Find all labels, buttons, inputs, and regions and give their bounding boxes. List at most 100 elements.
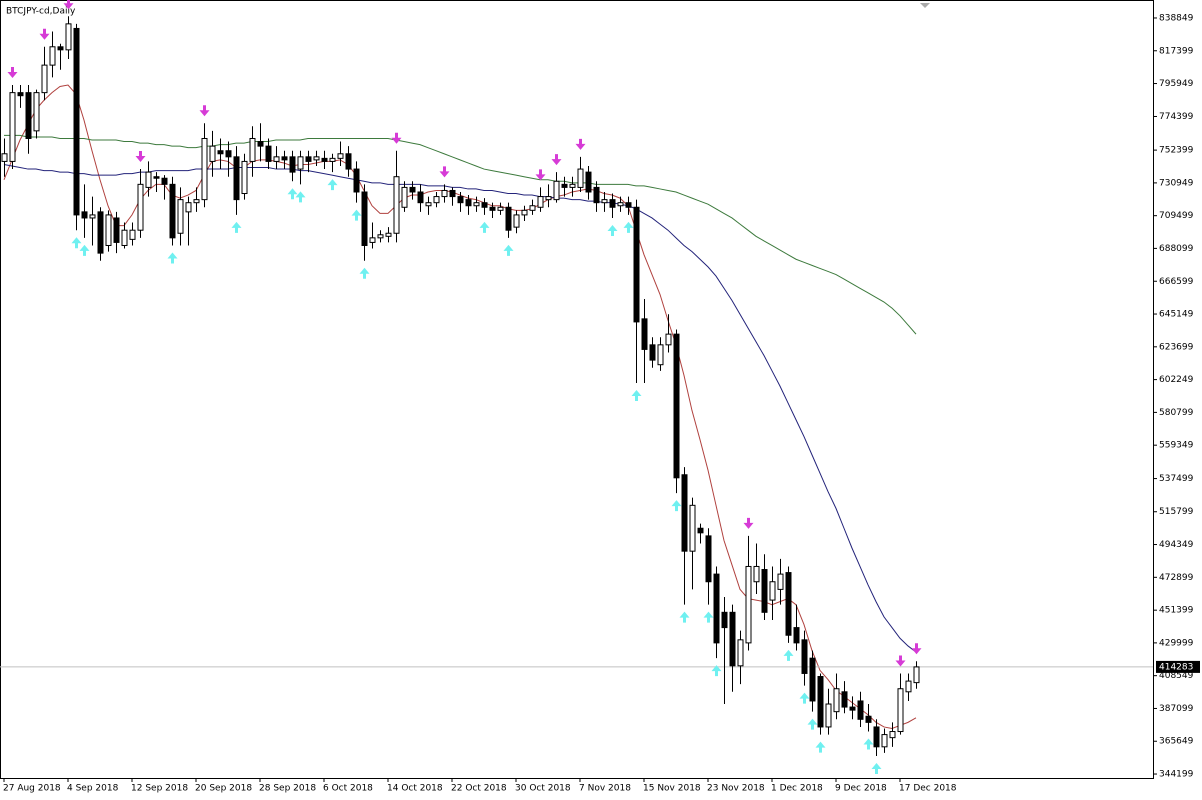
candle-body [817, 676, 824, 728]
candle-body [601, 199, 608, 204]
up-arrow [863, 738, 874, 750]
candle-body [329, 157, 336, 162]
y-tick-label: 795949 [1159, 79, 1194, 89]
candle-body [705, 535, 712, 583]
down-arrow [439, 166, 450, 178]
candle-body [217, 150, 224, 155]
y-tick-label: 602249 [1159, 375, 1194, 385]
up-arrow [71, 237, 82, 249]
candle-body [553, 180, 560, 201]
candle-body [273, 156, 280, 162]
y-tick-label: 515799 [1159, 507, 1194, 517]
candle-body [41, 64, 48, 94]
candle-body [265, 145, 272, 162]
candle-body [97, 211, 104, 254]
candle-body [745, 565, 752, 644]
candle-body [49, 46, 56, 66]
up-arrow [703, 611, 714, 623]
y-tick-label: 408549 [1159, 671, 1194, 681]
candle-body [337, 153, 344, 159]
up-arrow [295, 191, 306, 203]
candle-body [281, 156, 288, 161]
up-arrow [327, 179, 338, 191]
candle-body [105, 214, 112, 246]
candle-body [121, 229, 128, 246]
candle-body [385, 232, 392, 237]
candle-body [865, 715, 872, 723]
candle-body [233, 156, 240, 201]
up-arrow [631, 390, 642, 402]
x-tick-label: 28 Sep 2018 [259, 784, 316, 794]
candle-body [649, 344, 656, 361]
candle-body [713, 573, 720, 644]
candle-body [793, 627, 800, 644]
x-tick-label: 9 Dec 2018 [835, 784, 887, 794]
x-tick-label: 30 Oct 2018 [515, 784, 571, 794]
up-arrow [351, 209, 362, 221]
x-tick-label: 12 Sep 2018 [131, 784, 188, 794]
candle-body [489, 206, 496, 211]
y-tick-label: 666599 [1159, 277, 1194, 287]
candle-body [785, 572, 792, 636]
candle-body [9, 92, 16, 162]
candle-body [185, 202, 192, 213]
candle-body [561, 183, 568, 188]
candle-body [529, 205, 536, 211]
up-arrow [671, 500, 682, 512]
candle-body [361, 191, 368, 246]
x-tick-label: 7 Nov 2018 [579, 784, 631, 794]
up-arrow [783, 649, 794, 661]
y-tick-label: 387099 [1159, 704, 1194, 714]
up-arrow [167, 252, 178, 264]
y-tick-label: 774399 [1159, 112, 1194, 122]
up-arrow [815, 741, 826, 753]
ma-line [3, 163, 917, 653]
candle-body [689, 504, 696, 552]
y-tick-label: 752399 [1159, 146, 1194, 156]
y-tick-label: 645149 [1159, 310, 1194, 320]
y-tick-label: 537499 [1159, 474, 1194, 484]
candle-body [521, 209, 528, 216]
candle-body [849, 706, 856, 711]
candle-body [377, 234, 384, 239]
candle-body [609, 199, 616, 208]
down-arrow [911, 643, 922, 655]
x-tick-label: 14 Oct 2018 [387, 784, 443, 794]
candle-body [889, 731, 896, 739]
candle-body [809, 657, 816, 702]
y-tick-label: 365649 [1159, 737, 1194, 747]
candle-body [249, 137, 256, 162]
candle-body [145, 171, 152, 188]
x-tick-label: 20 Sep 2018 [195, 784, 252, 794]
x-tick-label: 15 Nov 2018 [643, 784, 701, 794]
candle-body [697, 527, 704, 534]
candle-body [129, 229, 136, 240]
y-tick-label: 344199 [1159, 770, 1194, 780]
up-arrow [79, 244, 90, 256]
candle-body [801, 639, 808, 674]
candle-body [641, 318, 648, 350]
up-arrow [871, 762, 882, 774]
candle-body [17, 92, 24, 97]
down-arrow [39, 28, 50, 40]
up-arrow [607, 224, 618, 236]
price-label: 414283 [1159, 662, 1193, 672]
candle-body [777, 573, 784, 590]
chart-title: BTCJPY-cd,Daily [6, 7, 76, 17]
candle-body [1, 153, 8, 162]
candle-body [825, 703, 832, 728]
candle-body [457, 196, 464, 204]
candle-body [417, 191, 424, 204]
candle-body [433, 196, 440, 204]
candle-body [585, 171, 592, 193]
candle-body [617, 202, 624, 207]
up-arrow [231, 221, 242, 233]
candle-body [497, 206, 504, 211]
candle-body [177, 199, 184, 234]
candle-body [769, 581, 776, 601]
down-arrow [63, 0, 74, 10]
price-label-box [1156, 660, 1200, 673]
candle-body [873, 726, 880, 748]
candle-body [465, 199, 472, 207]
down-arrow [575, 138, 586, 150]
